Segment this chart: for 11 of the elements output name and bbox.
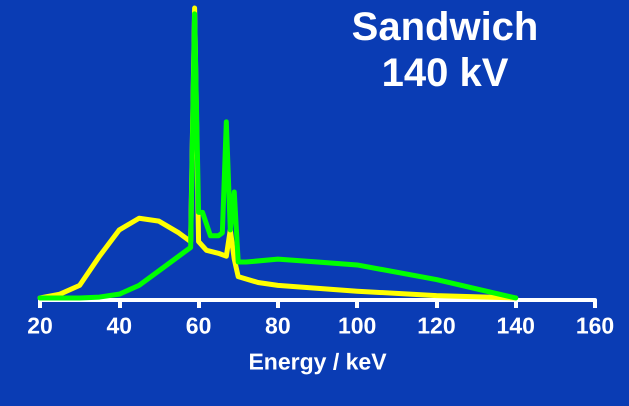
text: 140 kV bbox=[382, 51, 509, 95]
x-tick-label: 40 bbox=[106, 312, 132, 338]
x-axis-title: Energy / keV bbox=[248, 348, 388, 374]
chart-title: Sandwich bbox=[352, 5, 538, 49]
x-tick-label: 20 bbox=[27, 312, 53, 338]
x-tick-label: 140 bbox=[496, 312, 535, 338]
x-tick-label: 60 bbox=[186, 312, 212, 338]
x-tick-label: 100 bbox=[338, 312, 376, 338]
x-tick-label: 160 bbox=[576, 312, 614, 338]
x-tick-label: 80 bbox=[265, 312, 291, 338]
x-tick-label: 120 bbox=[417, 312, 456, 338]
